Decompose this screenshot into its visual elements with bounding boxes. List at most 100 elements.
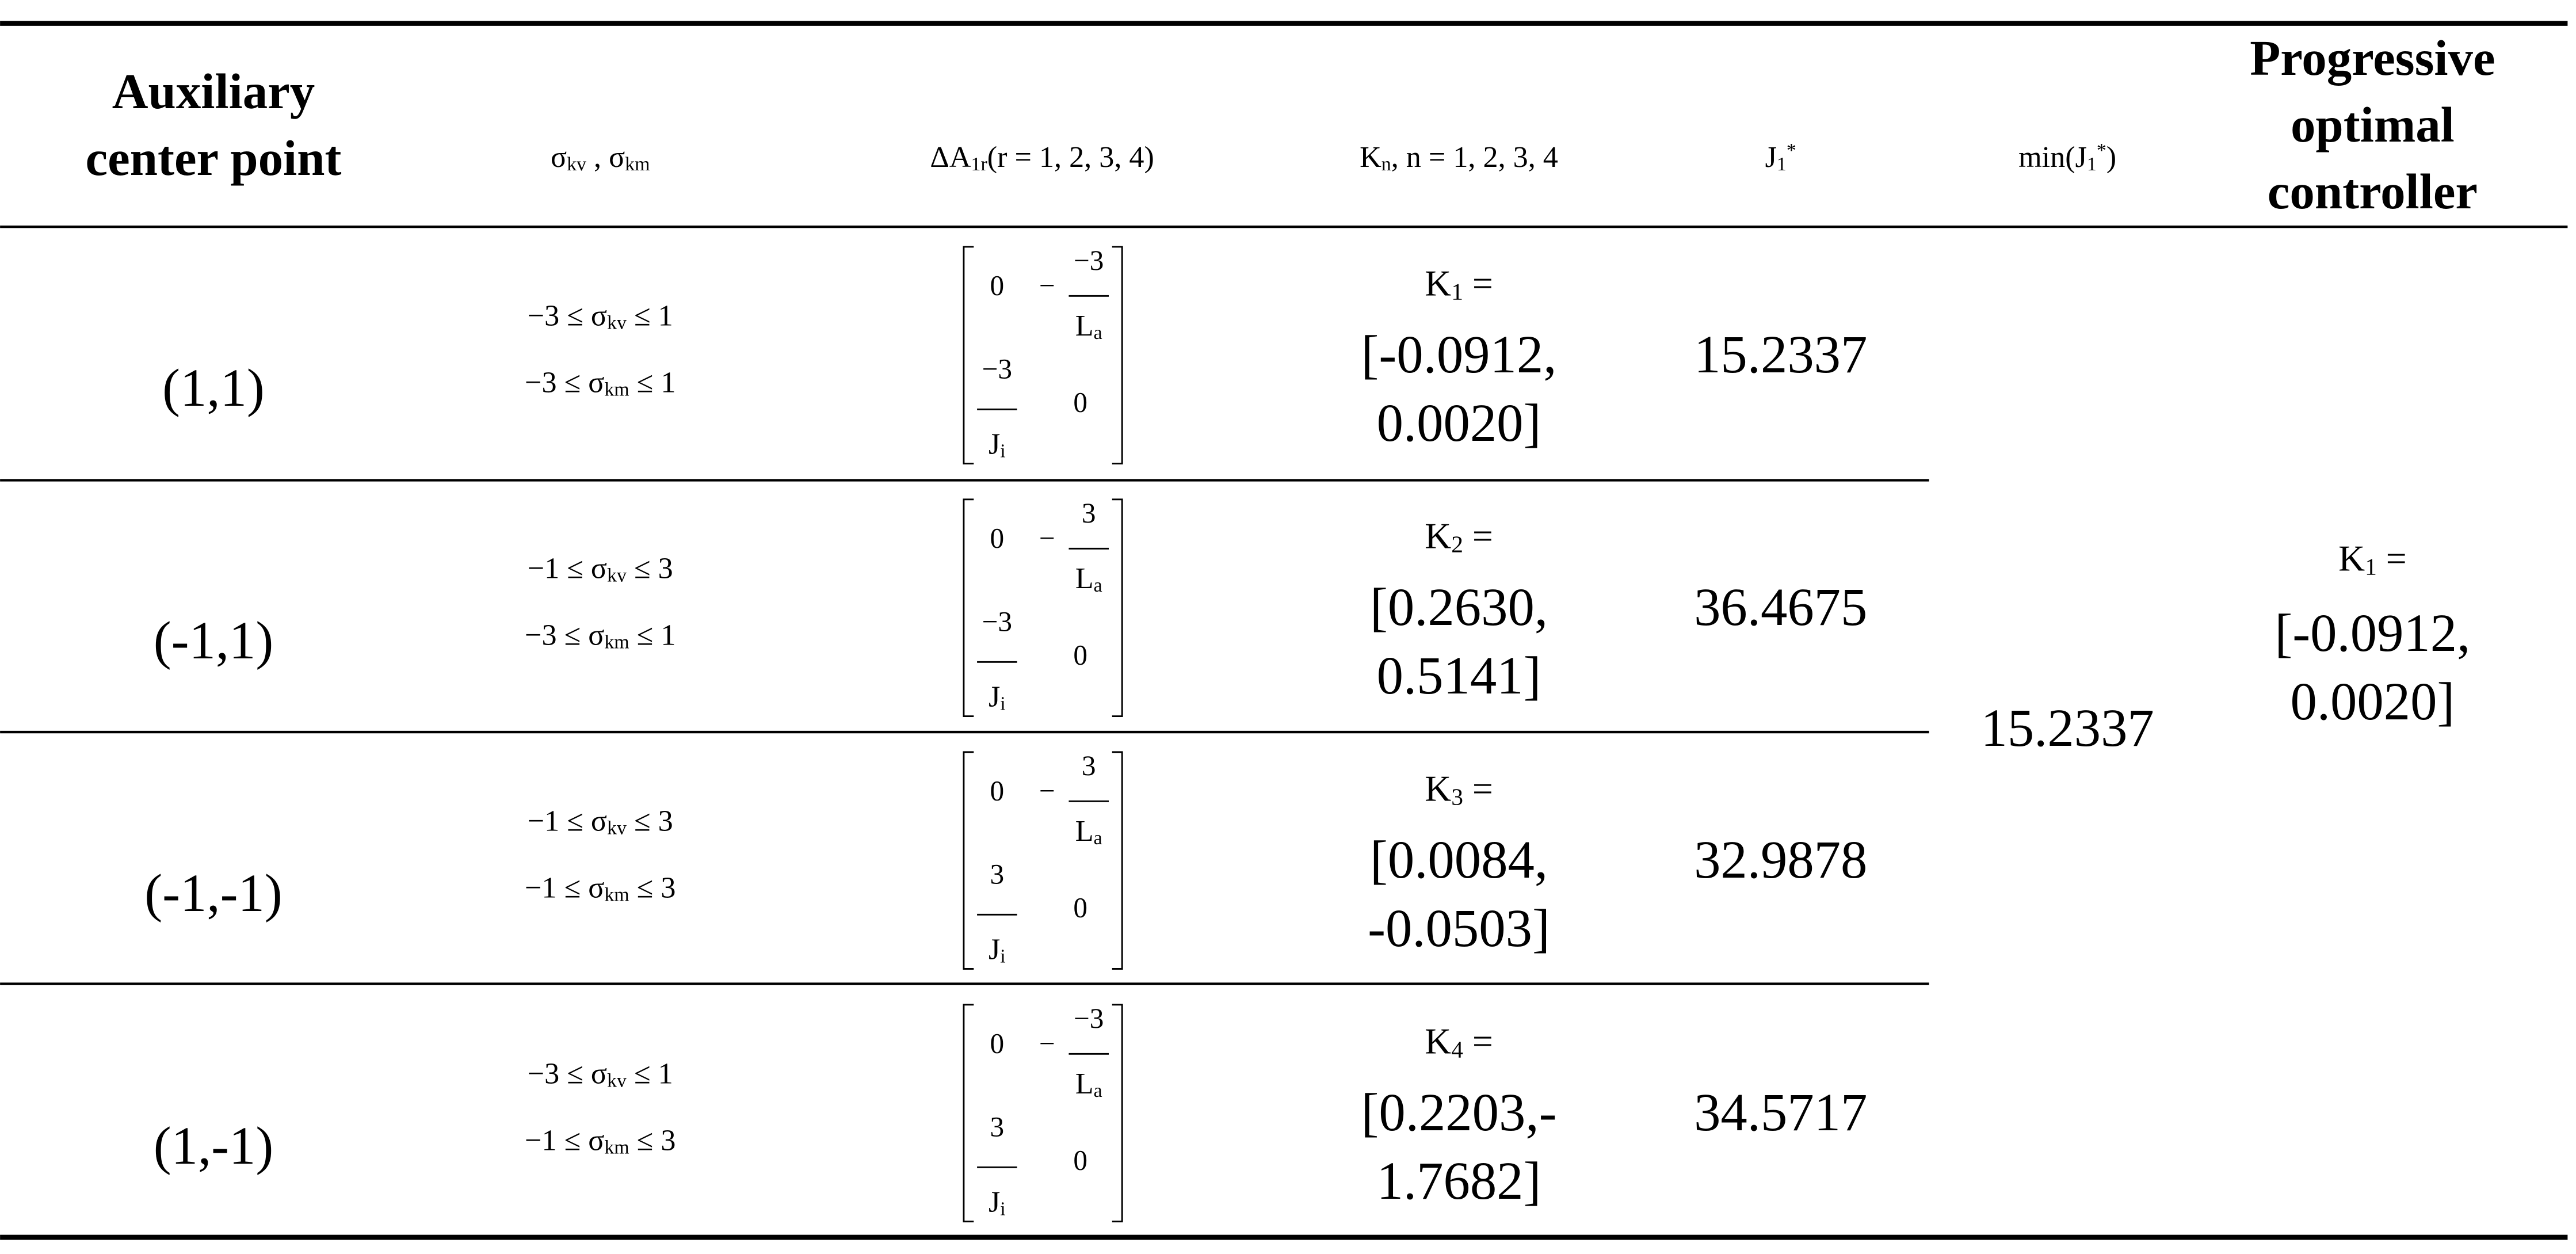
- text-run: −3 ≤ σ: [525, 366, 604, 399]
- sigma-range: −1 ≤ σkm ≤ 3: [525, 871, 676, 905]
- text-run: ≤ 3: [629, 1124, 676, 1157]
- gain-value: -0.0503]: [1368, 899, 1550, 958]
- text-run: *: [2097, 140, 2106, 161]
- center-point: (-1,-1): [144, 864, 282, 923]
- gain-value: 1.7682]: [1377, 1152, 1541, 1211]
- text-run: a: [1094, 575, 1102, 596]
- text-run: −3 ≤ σ: [528, 299, 607, 332]
- text-run: K: [1425, 515, 1451, 556]
- center-point: (1,1): [162, 359, 265, 418]
- text-run: a: [1094, 1080, 1102, 1101]
- fraction-denominator: Ji: [989, 681, 1006, 715]
- text-run: −1 ≤ σ: [525, 1124, 604, 1157]
- fraction-denominator: Ji: [989, 933, 1006, 967]
- gain-value: 0.5141]: [1377, 646, 1541, 706]
- text-run: J: [989, 1186, 1000, 1218]
- text-run: i: [1000, 1198, 1005, 1219]
- header-cell: controller: [2268, 164, 2478, 219]
- fraction-numerator: 3: [990, 858, 1005, 890]
- matrix-bracket: [963, 498, 974, 717]
- gain-value: [0.2203,-: [1361, 1083, 1557, 1142]
- matrix-bracket: [1112, 751, 1123, 970]
- fraction-denominator: La: [1075, 1068, 1102, 1101]
- gain-value: 0.0020]: [1377, 394, 1541, 453]
- text-run: J: [989, 428, 1000, 461]
- header-cell: center point: [86, 131, 342, 186]
- text-run: kv: [607, 1070, 627, 1091]
- text-run: ΔA: [930, 141, 971, 174]
- text-run: σ: [609, 141, 625, 174]
- text-run: 4: [1451, 1036, 1463, 1062]
- header-cell: J1*: [1765, 140, 1796, 175]
- text-run: −3 ≤ σ: [528, 1057, 607, 1090]
- matrix-bracket: [963, 246, 974, 464]
- fraction-numerator: −3: [1074, 245, 1104, 276]
- text-run: controller: [2268, 164, 2478, 219]
- fraction-numerator: −3: [982, 353, 1012, 384]
- text-run: ≤ 1: [627, 299, 673, 332]
- matrix-sign: −: [1039, 270, 1055, 302]
- header-cell: Kn, n = 1, 2, 3, 4: [1360, 141, 1558, 175]
- fraction-denominator: La: [1075, 815, 1102, 849]
- controller-value: 0.0020]: [2290, 672, 2455, 731]
- text-run: −3 ≤ σ: [525, 619, 604, 651]
- text-run: km: [604, 379, 629, 400]
- gain-value: [-0.0912,: [1361, 325, 1557, 384]
- matrix-bracket: [963, 751, 974, 970]
- text-run: =: [2377, 538, 2407, 578]
- matrix-entry: 0: [990, 1028, 1005, 1059]
- fraction-numerator: 3: [1082, 750, 1096, 782]
- text-run: (r = 1, 2, 3, 4): [987, 141, 1154, 174]
- text-run: i: [1000, 946, 1005, 967]
- matrix-entry: 0: [1073, 891, 1087, 923]
- text-run: =: [1463, 768, 1493, 809]
- gain-label: K4 =: [1425, 1020, 1493, 1062]
- text-run: ≤ 3: [629, 871, 676, 904]
- cost-value: 36.4675: [1694, 578, 1867, 637]
- fraction-denominator: Ji: [989, 1186, 1006, 1219]
- text-run: km: [604, 631, 629, 653]
- sigma-range: −1 ≤ σkm ≤ 3: [525, 1124, 676, 1158]
- text-run: ≤ 1: [629, 619, 676, 651]
- fraction-numerator: −3: [1074, 1003, 1104, 1034]
- text-run: −1 ≤ σ: [528, 805, 607, 837]
- gain-value: [0.0084,: [1370, 830, 1548, 890]
- sigma-range: −1 ≤ σkv ≤ 3: [528, 552, 673, 586]
- text-run: 1: [1451, 278, 1463, 304]
- fraction-denominator: Ji: [989, 428, 1006, 462]
- header-cell: ΔA1r(r = 1, 2, 3, 4): [930, 141, 1154, 175]
- text-run: L: [1075, 310, 1094, 342]
- text-run: i: [1000, 693, 1005, 715]
- text-run: K: [1425, 262, 1451, 303]
- matrix-sign: −: [1039, 1028, 1055, 1059]
- text-run: km: [625, 154, 650, 175]
- cost-value: 34.5717: [1694, 1083, 1867, 1142]
- matrix-entry: 0: [990, 523, 1005, 554]
- text-run: L: [1075, 1068, 1094, 1100]
- text-run: ≤ 3: [627, 805, 673, 837]
- matrix-entry: 0: [1073, 639, 1087, 670]
- matrix-entry: 0: [990, 270, 1005, 302]
- text-run: ): [2106, 141, 2116, 174]
- text-run: optimal: [2291, 97, 2455, 153]
- text-run: Progressive: [2250, 31, 2495, 86]
- text-run: L: [1075, 562, 1094, 595]
- text-run: σ: [551, 141, 567, 174]
- text-run: km: [604, 884, 629, 905]
- header-cell: min(J1*): [2018, 140, 2116, 175]
- text-run: 1: [1777, 154, 1787, 175]
- text-run: −1 ≤ σ: [525, 871, 604, 904]
- text-run: center point: [86, 131, 342, 186]
- header-cell: Auxiliary: [112, 64, 315, 119]
- text-run: ≤ 3: [627, 552, 673, 585]
- controller-label: K1 =: [2338, 538, 2407, 580]
- sigma-range: −3 ≤ σkv ≤ 1: [528, 299, 673, 333]
- text-run: 1r: [971, 154, 987, 175]
- text-run: 1: [2365, 553, 2377, 580]
- sigma-range: −3 ≤ σkv ≤ 1: [528, 1057, 673, 1091]
- text-run: km: [604, 1137, 629, 1158]
- gain-value: [0.2630,: [1370, 578, 1548, 637]
- text-run: kv: [607, 817, 627, 838]
